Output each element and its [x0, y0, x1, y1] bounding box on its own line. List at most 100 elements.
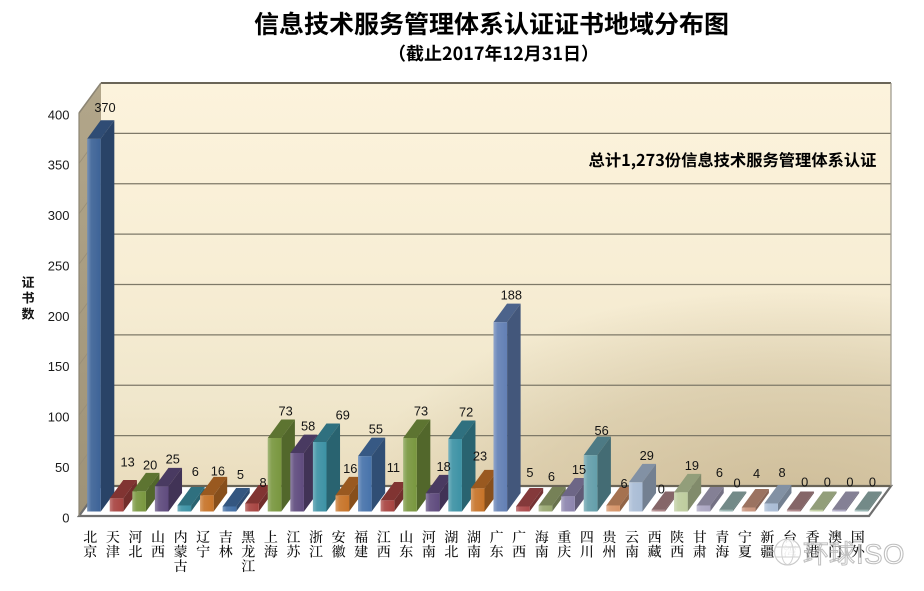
svg-text:50: 50: [55, 460, 69, 475]
svg-text:4: 4: [753, 466, 760, 481]
svg-text:辽: 辽: [196, 527, 210, 547]
svg-text:73: 73: [414, 404, 428, 419]
svg-text:环球: 环球: [803, 534, 855, 571]
svg-text:海: 海: [264, 542, 278, 562]
svg-text:津: 津: [106, 542, 120, 562]
svg-text:青: 青: [715, 527, 729, 547]
svg-text:肃: 肃: [693, 542, 707, 562]
svg-text:5: 5: [526, 465, 533, 480]
svg-text:东: 东: [490, 542, 504, 562]
svg-text:江: 江: [309, 542, 323, 562]
svg-text:200: 200: [48, 309, 70, 324]
svg-text:北: 北: [444, 542, 458, 562]
svg-text:300: 300: [48, 208, 70, 223]
svg-text:6: 6: [716, 465, 723, 480]
svg-text:19: 19: [685, 458, 699, 473]
svg-text:北: 北: [83, 527, 97, 547]
svg-text:河: 河: [422, 527, 436, 547]
svg-text:南: 南: [625, 542, 639, 562]
svg-text:川: 川: [580, 542, 594, 562]
svg-text:京: 京: [83, 542, 97, 562]
svg-text:夏: 夏: [738, 542, 752, 562]
svg-text:建: 建: [354, 542, 368, 562]
svg-text:苏: 苏: [286, 542, 300, 562]
svg-text:浙: 浙: [309, 527, 323, 547]
svg-text:书: 书: [21, 288, 34, 307]
svg-text:国: 国: [851, 527, 865, 547]
svg-text:0: 0: [658, 482, 665, 497]
svg-text:58: 58: [301, 419, 315, 434]
svg-text:疆: 疆: [760, 542, 774, 562]
svg-text:上: 上: [264, 527, 278, 547]
svg-text:古: 古: [174, 556, 188, 576]
svg-text:西: 西: [512, 542, 526, 562]
svg-text:北: 北: [128, 542, 142, 562]
svg-text:（截止2017年12月31日）: （截止2017年12月31日）: [388, 40, 599, 66]
svg-text:港: 港: [806, 542, 820, 562]
svg-text:69: 69: [336, 408, 350, 423]
svg-text:林: 林: [219, 542, 233, 562]
svg-text:8: 8: [259, 475, 266, 490]
svg-text:海: 海: [715, 542, 729, 562]
svg-text:陕: 陕: [670, 527, 684, 547]
svg-text:宁: 宁: [738, 527, 752, 547]
svg-text:新: 新: [760, 527, 774, 547]
svg-text:南: 南: [422, 542, 436, 562]
svg-text:江: 江: [377, 527, 391, 547]
svg-text:吉: 吉: [219, 527, 233, 547]
svg-text:信息技术服务管理体系认证证书地域分布图: 信息技术服务管理体系认证证书地域分布图: [254, 5, 729, 41]
svg-text:56: 56: [594, 423, 608, 438]
svg-text:400: 400: [48, 107, 70, 122]
svg-text:0: 0: [62, 510, 69, 525]
svg-text:福: 福: [354, 527, 368, 547]
svg-text:150: 150: [48, 359, 70, 374]
svg-text:江: 江: [286, 527, 300, 547]
svg-text:湖: 湖: [467, 527, 481, 547]
svg-text:广: 广: [512, 527, 526, 547]
svg-text:门: 门: [828, 542, 842, 562]
svg-text:南: 南: [467, 542, 481, 562]
svg-text:250: 250: [48, 258, 70, 273]
svg-text:海: 海: [535, 527, 549, 547]
svg-text:西: 西: [151, 542, 165, 562]
svg-text:甘: 甘: [693, 527, 707, 547]
svg-text:8: 8: [779, 465, 786, 480]
svg-text:庆: 庆: [557, 542, 571, 562]
svg-text:重: 重: [557, 527, 571, 547]
svg-text:西: 西: [670, 542, 684, 562]
svg-text:安: 安: [332, 527, 346, 547]
svg-text:证: 证: [21, 272, 34, 291]
svg-text:100: 100: [48, 410, 70, 425]
svg-text:四: 四: [580, 527, 594, 547]
svg-text:广: 广: [490, 527, 504, 547]
svg-text:天: 天: [106, 527, 120, 547]
svg-text:澳: 澳: [828, 527, 842, 547]
svg-text:15: 15: [572, 462, 586, 477]
svg-text:5: 5: [237, 467, 244, 482]
svg-text:188: 188: [501, 288, 522, 303]
svg-text:20: 20: [143, 458, 157, 473]
svg-text:湖: 湖: [444, 527, 458, 547]
svg-text:总计1,273份信息技术服务管理体系认证: 总计1,273份信息技术服务管理体系认证: [589, 147, 877, 171]
svg-text:山: 山: [151, 527, 165, 547]
svg-text:0: 0: [869, 475, 876, 490]
svg-text:贵: 贵: [602, 527, 616, 547]
svg-text:29: 29: [640, 448, 654, 463]
svg-text:11: 11: [387, 460, 400, 475]
svg-text:0: 0: [846, 475, 853, 490]
svg-text:州: 州: [602, 542, 616, 562]
svg-text:6: 6: [621, 476, 628, 491]
svg-text:23: 23: [473, 449, 487, 464]
svg-text:宁: 宁: [196, 542, 210, 562]
svg-text:黑: 黑: [241, 527, 255, 547]
svg-text:6: 6: [192, 464, 199, 479]
svg-text:藏: 藏: [648, 542, 662, 562]
svg-text:0: 0: [733, 475, 740, 490]
svg-text:内: 内: [174, 527, 188, 547]
svg-text:蒙: 蒙: [174, 542, 188, 562]
svg-text:73: 73: [278, 404, 292, 419]
svg-text:徽: 徽: [332, 542, 346, 562]
svg-text:ISO: ISO: [856, 539, 905, 570]
svg-text:云: 云: [625, 527, 639, 547]
svg-text:370: 370: [94, 100, 115, 115]
